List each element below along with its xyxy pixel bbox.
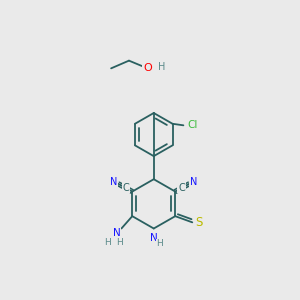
Text: N: N (150, 233, 158, 243)
Text: H: H (104, 238, 111, 247)
Text: N: N (110, 176, 117, 187)
Text: H: H (116, 238, 123, 247)
Text: C: C (123, 183, 129, 193)
Text: H: H (157, 239, 163, 248)
Text: N: N (113, 228, 121, 238)
Text: O: O (143, 63, 152, 73)
Text: Cl: Cl (188, 120, 198, 130)
Text: S: S (195, 216, 202, 229)
Text: H: H (158, 62, 165, 72)
Text: C: C (178, 183, 185, 193)
Text: N: N (190, 176, 197, 187)
